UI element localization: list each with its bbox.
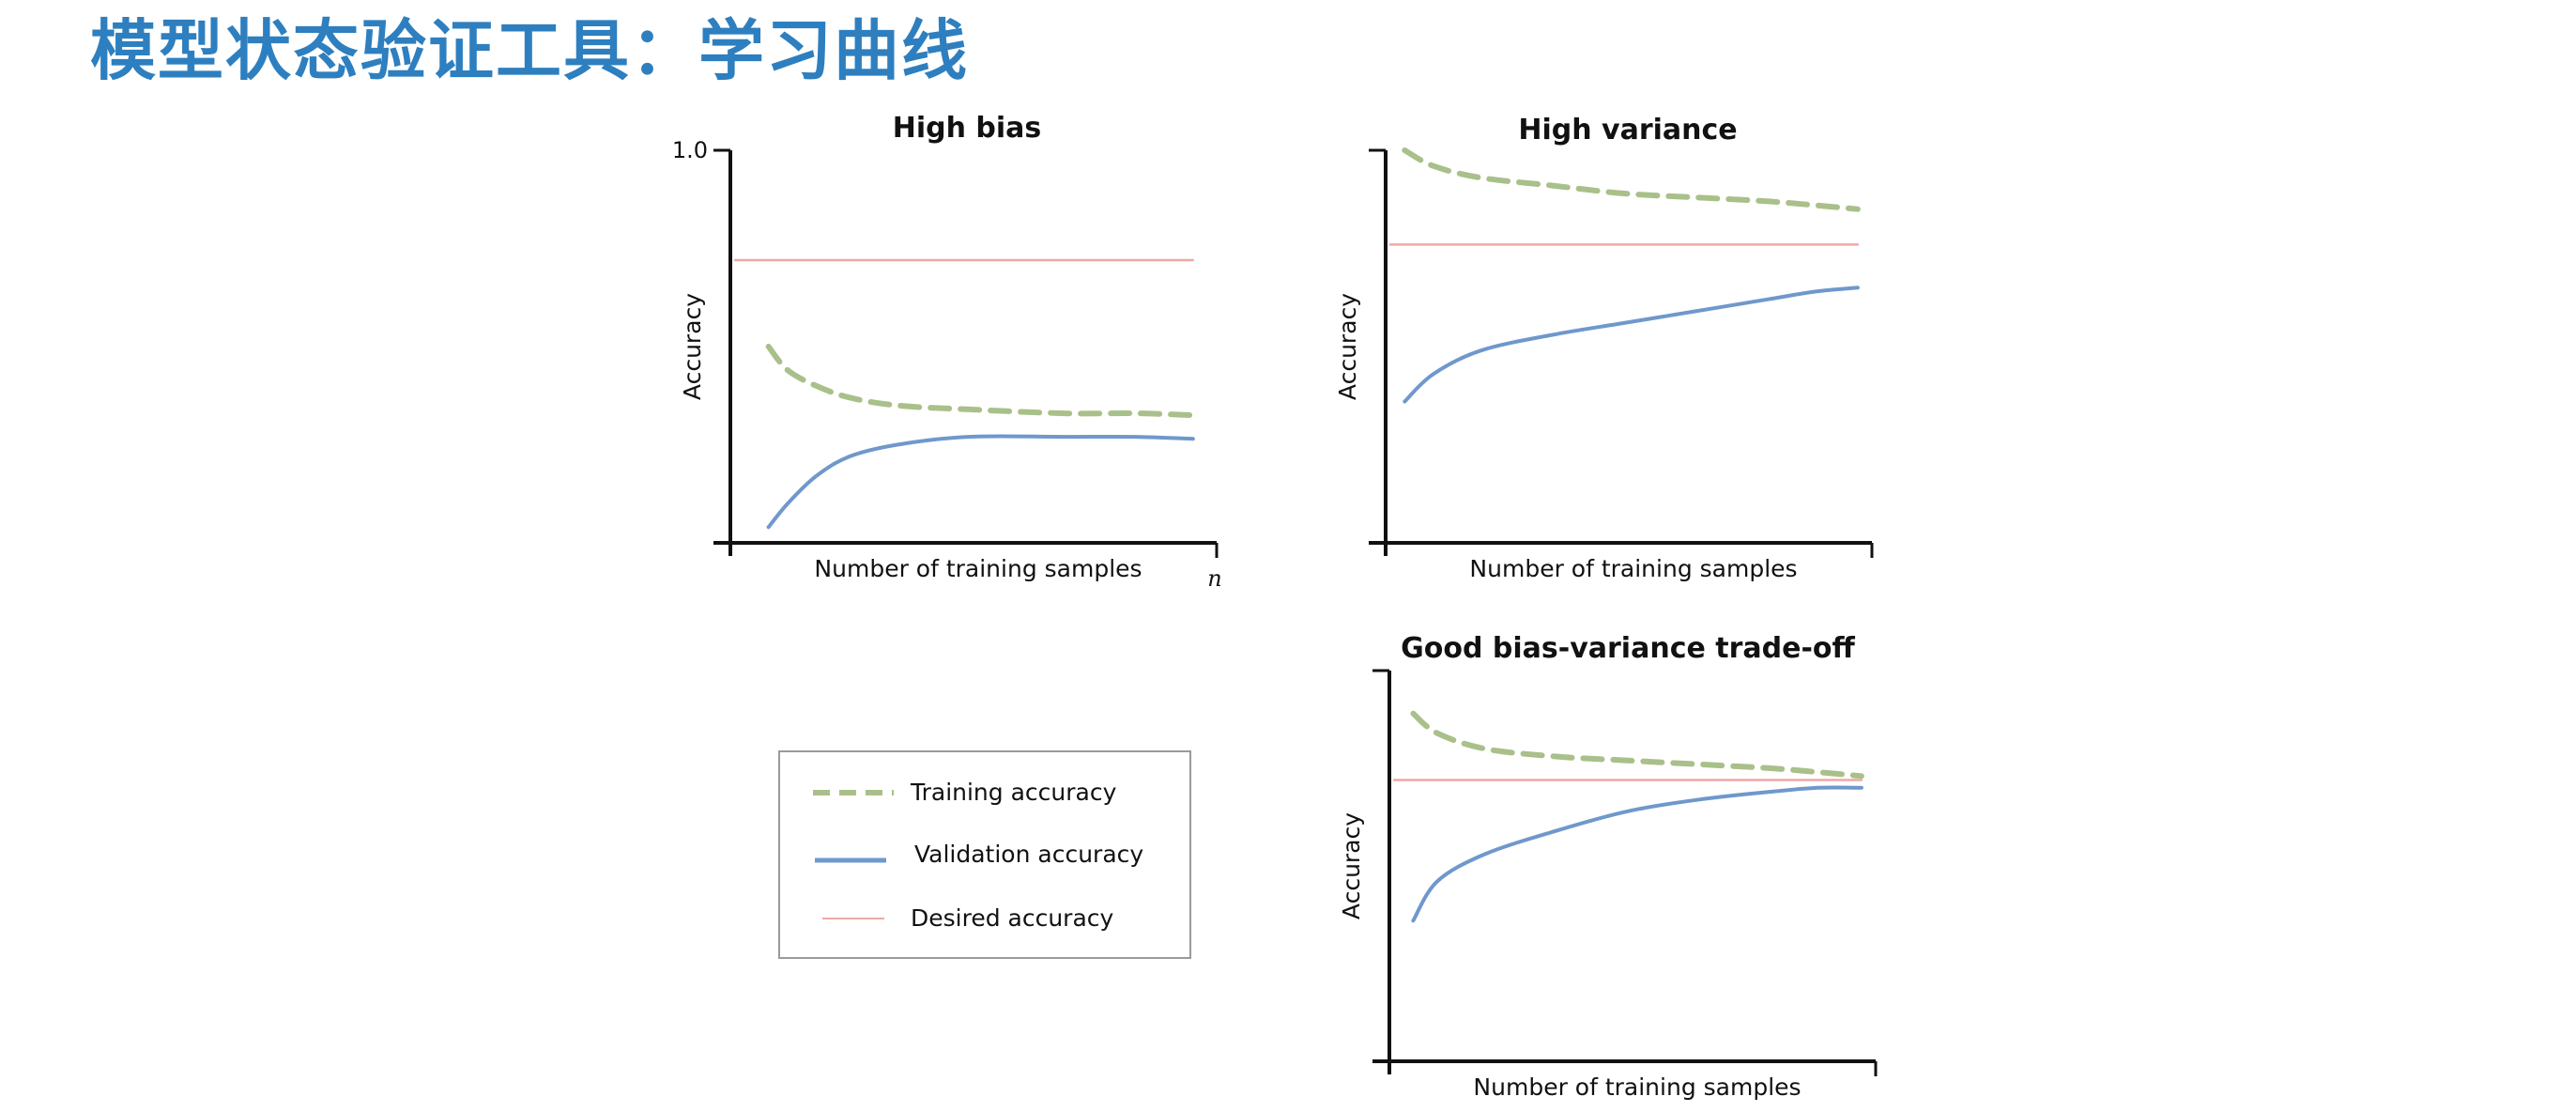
chart-panel-1: High bias Accuracy Number of training samp…	[672, 112, 1222, 592]
series-validation-line	[1403, 286, 1860, 404]
chart-title: High variance	[1518, 114, 1737, 147]
x-axis-label: Number of training samples	[1473, 1073, 1801, 1101]
x-axis-label: Number of training samples	[1469, 555, 1797, 582]
y-axis-label: Accuracy	[1334, 293, 1361, 400]
x-end-label: n	[1207, 565, 1221, 592]
series-validation-line	[766, 434, 1195, 530]
y-tick-label: 1.0	[672, 137, 708, 163]
legend-label-desired: Desired accuracy	[911, 904, 1114, 932]
y-axis-label: Accuracy	[1338, 812, 1365, 919]
x-axis-label: Number of training samples	[814, 555, 1142, 582]
legend: Training accuracy Validation accuracy De…	[778, 750, 1191, 959]
legend-label-training: Training accuracy	[910, 779, 1117, 806]
series-training-line	[1402, 147, 1861, 212]
chart-panel-3: Good bias-variance trade-off Accuracy Numb…	[1338, 632, 1878, 1101]
slide-title: 模型状态验证工具：学习曲线	[90, 12, 969, 89]
legend-box	[778, 750, 1191, 959]
series-training-line	[765, 344, 1196, 419]
legend-label-validation: Validation accuracy	[914, 841, 1143, 868]
y-axis-label: Accuracy	[679, 293, 706, 400]
series-validation-line	[1411, 785, 1863, 923]
series-training-line	[1410, 710, 1864, 780]
chart-title: Good bias-variance trade-off	[1401, 632, 1855, 665]
chart-panel-2: High variance Accuracy Number of training …	[1334, 114, 1874, 582]
chart-title: High bias	[893, 112, 1042, 145]
